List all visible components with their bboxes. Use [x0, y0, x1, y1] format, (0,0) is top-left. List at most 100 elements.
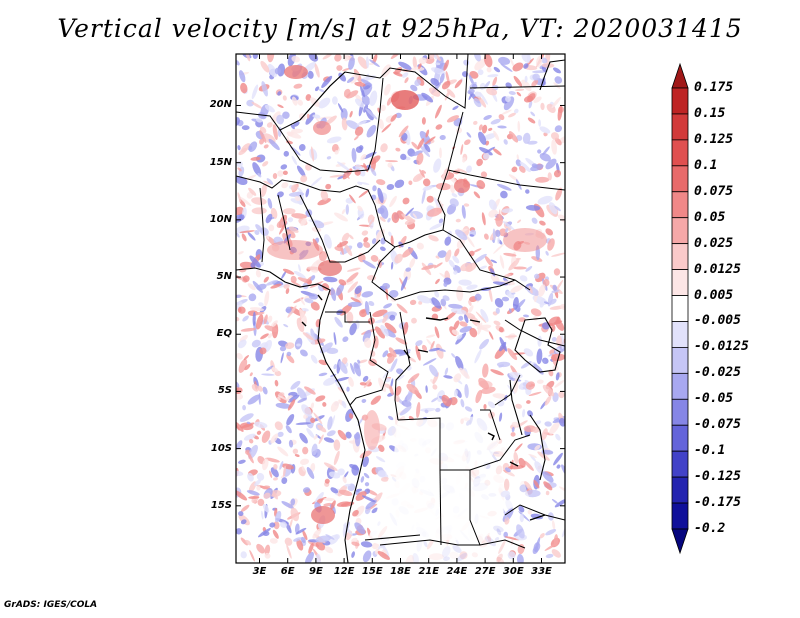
- field-speck: [297, 397, 307, 403]
- field-speck: [279, 460, 284, 470]
- field-speck: [291, 155, 298, 165]
- field-speck: [290, 498, 296, 506]
- field-speck: [249, 438, 254, 444]
- field-speck: [246, 99, 255, 107]
- field-speck: [395, 147, 401, 152]
- field-speck: [411, 150, 423, 157]
- field-speck: [362, 259, 376, 269]
- field-speck: [531, 79, 539, 87]
- field-speck: [251, 101, 263, 109]
- field-speck: [377, 470, 387, 478]
- field-speck: [502, 220, 515, 231]
- field-speck: [262, 386, 268, 395]
- field-speck: [554, 498, 565, 508]
- field-speck: [286, 413, 295, 426]
- field-speck: [553, 452, 563, 466]
- field-speck: [512, 297, 519, 310]
- field-speck: [246, 451, 254, 464]
- field-speck: [410, 84, 418, 92]
- field-speck: [416, 402, 421, 418]
- field-speck: [504, 335, 518, 338]
- colorbar-label: -0.05: [694, 391, 734, 407]
- field-speck: [402, 197, 410, 205]
- field-speck: [263, 492, 271, 499]
- field-speck: [269, 470, 273, 478]
- field-speck: [431, 297, 442, 309]
- field-speck: [256, 283, 267, 291]
- field-speck: [458, 315, 464, 321]
- field-speck: [249, 307, 265, 312]
- field-speck: [303, 276, 312, 285]
- field-speck: [310, 463, 316, 473]
- field-speck: [257, 172, 262, 178]
- field-speck: [331, 96, 338, 105]
- field-speck: [384, 322, 397, 334]
- field-speck: [430, 340, 435, 350]
- field-speck: [327, 416, 333, 431]
- lon-tick-label: 33E: [531, 566, 552, 577]
- lon-tick-label: 18E: [390, 566, 411, 577]
- field-speck: [359, 382, 367, 386]
- field-speck: [388, 415, 394, 421]
- field-speck: [363, 337, 372, 348]
- field-speck: [351, 537, 358, 543]
- field-speck: [376, 179, 386, 186]
- field-speck: [468, 92, 473, 100]
- field-speck: [318, 372, 328, 377]
- field-speck: [417, 138, 425, 150]
- colorbar-label: 0.1: [694, 157, 718, 173]
- field-speck: [474, 58, 487, 71]
- field-speck: [440, 298, 447, 307]
- lakes: [301, 294, 546, 521]
- field-speck: [416, 242, 424, 250]
- field-speck: [281, 270, 287, 280]
- field-speck: [504, 273, 511, 278]
- field-speck: [283, 150, 290, 157]
- field-speck: [542, 384, 555, 397]
- colorbar-label: -0.005: [694, 313, 741, 329]
- field-speck: [305, 188, 310, 198]
- field-speck: [524, 481, 532, 491]
- field-speck: [347, 281, 359, 293]
- field-speck: [296, 165, 306, 177]
- field-speck: [443, 282, 448, 287]
- field-speck: [341, 400, 347, 409]
- field-speck: [539, 533, 545, 539]
- field-speck: [552, 284, 558, 291]
- field-speck: [274, 379, 279, 387]
- field-speck: [302, 332, 314, 341]
- colorbar-label: 0.15: [694, 105, 726, 121]
- calm-region: [440, 415, 500, 470]
- field-speck: [479, 91, 488, 105]
- field-speck: [361, 495, 376, 503]
- field-speck: [326, 347, 339, 354]
- field-speck: [418, 57, 427, 65]
- field-speck: [423, 540, 428, 548]
- field-speck: [515, 159, 522, 167]
- lat-tick-label: 20N: [209, 99, 232, 111]
- field-speck: [494, 346, 507, 359]
- field-speck: [362, 550, 372, 563]
- field-speck: [427, 207, 442, 217]
- field-speck: [371, 542, 380, 550]
- field-speck: [287, 217, 294, 223]
- field-speck: [548, 352, 555, 357]
- field-speck: [522, 409, 526, 418]
- field-speck: [326, 136, 342, 144]
- field-speck: [363, 472, 370, 479]
- field-speck: [418, 63, 422, 69]
- field-speck: [274, 510, 282, 523]
- field-speck: [265, 457, 280, 463]
- updraft-patch: [313, 121, 331, 135]
- field-speck: [371, 238, 377, 245]
- field-speck: [334, 534, 340, 540]
- field-speck: [310, 146, 315, 162]
- field-speck: [424, 136, 436, 145]
- field-speck: [362, 375, 369, 382]
- field-speck: [353, 433, 360, 440]
- field-speck: [464, 384, 469, 399]
- field-speck: [508, 131, 519, 143]
- field-speck: [323, 497, 335, 502]
- field-speck: [308, 293, 319, 300]
- field-speck: [277, 395, 290, 402]
